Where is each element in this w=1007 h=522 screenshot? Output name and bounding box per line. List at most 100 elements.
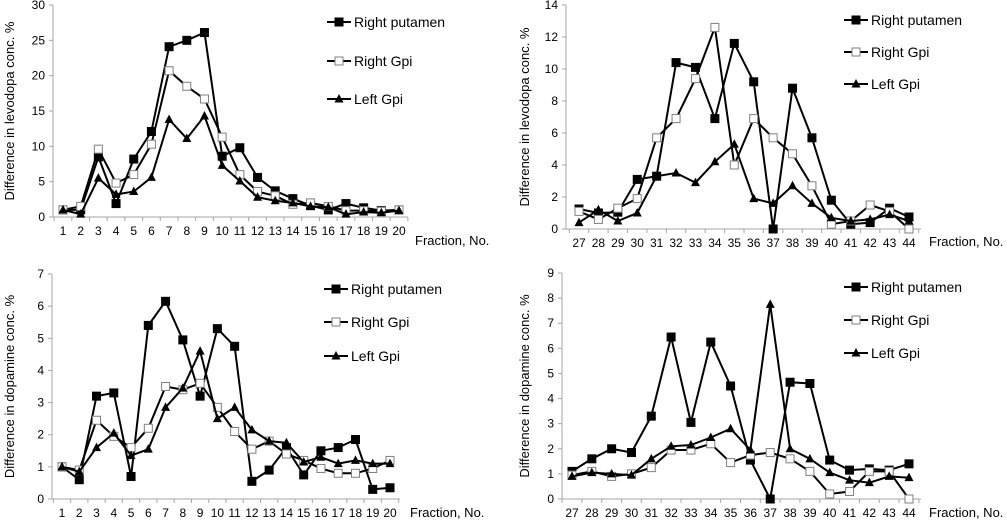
data-point bbox=[807, 181, 817, 191]
data-point bbox=[299, 457, 309, 466]
data-point bbox=[164, 114, 174, 123]
x-tick-label: 39 bbox=[805, 236, 819, 250]
x-tick-label: 7 bbox=[166, 224, 173, 238]
chart-levodopa-27-44: 0 2 4 6 8 10 12 14 27 28 29 30 31 32 33 34 35 36 37 38 39 40 4… bbox=[517, 0, 1003, 250]
legend-marker bbox=[334, 94, 344, 103]
x-tick-label: 11 bbox=[228, 506, 241, 520]
data-point bbox=[765, 494, 775, 504]
data-point bbox=[593, 204, 603, 214]
legend-item: Left Gpi bbox=[844, 345, 920, 361]
x-axis-title: Fraction, No. bbox=[929, 234, 1003, 249]
data-point bbox=[690, 74, 700, 84]
data-point bbox=[825, 455, 835, 465]
x-tick-label: 32 bbox=[669, 236, 683, 250]
x-tick-label: 14 bbox=[286, 224, 300, 238]
data-point bbox=[865, 214, 875, 223]
legend-marker bbox=[331, 284, 341, 294]
data-point bbox=[161, 296, 171, 306]
data-point bbox=[788, 180, 798, 190]
x-axis-title: Fraction, No. bbox=[929, 505, 1003, 520]
data-point bbox=[350, 435, 360, 445]
x-tick-label: 39 bbox=[803, 506, 817, 520]
data-point bbox=[729, 160, 739, 170]
series-right-putamen bbox=[567, 332, 914, 504]
data-point bbox=[768, 224, 778, 234]
x-tick-label: 32 bbox=[664, 506, 678, 520]
x-tick-label: 17 bbox=[332, 506, 346, 520]
data-point bbox=[333, 468, 343, 478]
data-point bbox=[666, 441, 676, 450]
series-right-gpi bbox=[58, 66, 404, 216]
data-point bbox=[195, 378, 205, 388]
data-point bbox=[765, 299, 775, 308]
x-tick-label: 5 bbox=[128, 506, 135, 520]
legend-marker bbox=[334, 56, 344, 66]
data-point bbox=[235, 175, 245, 185]
data-point bbox=[846, 216, 856, 225]
data-point bbox=[212, 324, 222, 334]
data-point bbox=[904, 459, 914, 469]
y-tick-label: 3 bbox=[37, 396, 44, 410]
x-tick-label: 28 bbox=[592, 236, 606, 250]
legend-item: Right Gpi bbox=[844, 312, 929, 328]
data-point bbox=[826, 212, 836, 222]
data-point bbox=[749, 193, 759, 203]
data-point bbox=[710, 114, 720, 124]
legend-item: Right Gpi bbox=[327, 53, 412, 69]
x-axis-title: Fraction, No. bbox=[410, 505, 484, 520]
data-point bbox=[785, 377, 795, 387]
x-tick-label: 42 bbox=[863, 506, 877, 520]
legend-label: Left Gpi bbox=[871, 76, 920, 92]
data-point bbox=[785, 443, 795, 453]
y-tick-label: 12 bbox=[545, 30, 559, 44]
legend-item: Left Gpi bbox=[324, 348, 400, 364]
data-point bbox=[646, 463, 656, 473]
data-point bbox=[161, 402, 171, 411]
x-tick-label: 20 bbox=[383, 506, 397, 520]
series-right-putamen bbox=[57, 296, 395, 494]
data-point bbox=[632, 174, 642, 184]
data-point bbox=[323, 202, 333, 211]
data-point bbox=[299, 470, 309, 480]
legend-marker bbox=[851, 79, 861, 88]
legend-label: Right putamen bbox=[871, 12, 962, 28]
legend-marker bbox=[334, 17, 344, 27]
y-tick-label: 6 bbox=[547, 341, 554, 355]
data-point bbox=[74, 466, 84, 476]
data-point bbox=[788, 149, 798, 159]
y-tick-label: 6 bbox=[37, 299, 44, 313]
y-tick-label: 2 bbox=[547, 442, 554, 456]
data-point bbox=[885, 209, 895, 219]
x-tick-label: 36 bbox=[747, 236, 761, 250]
data-point bbox=[126, 450, 136, 460]
data-point bbox=[195, 346, 205, 355]
y-tick-label: 10 bbox=[545, 62, 559, 76]
data-point bbox=[864, 466, 874, 476]
x-tick-label: 27 bbox=[572, 236, 586, 250]
data-point bbox=[726, 458, 736, 468]
data-point bbox=[845, 486, 855, 496]
legend-item: Right putamen bbox=[844, 12, 962, 28]
x-tick-label: 41 bbox=[844, 236, 858, 250]
x-tick-label: 8 bbox=[183, 224, 190, 238]
legend-marker bbox=[331, 351, 341, 360]
x-tick-label: 33 bbox=[689, 236, 703, 250]
x-axis-title: Fraction, No. bbox=[415, 233, 489, 248]
data-point bbox=[652, 133, 662, 143]
data-point bbox=[768, 133, 778, 143]
legend-label: Left Gpi bbox=[871, 345, 920, 361]
data-point bbox=[341, 209, 351, 218]
data-point bbox=[109, 388, 119, 398]
data-point bbox=[865, 200, 875, 210]
x-tick-label: 7 bbox=[162, 506, 169, 520]
x-tick-label: 8 bbox=[179, 506, 186, 520]
data-point bbox=[235, 143, 245, 153]
series-line bbox=[571, 442, 910, 500]
data-point bbox=[143, 320, 153, 330]
data-point bbox=[729, 139, 739, 148]
data-point bbox=[632, 208, 642, 217]
x-tick-label: 10 bbox=[215, 224, 229, 238]
data-point bbox=[178, 335, 188, 345]
data-point bbox=[316, 463, 326, 473]
x-tick-label: 4 bbox=[110, 506, 117, 520]
